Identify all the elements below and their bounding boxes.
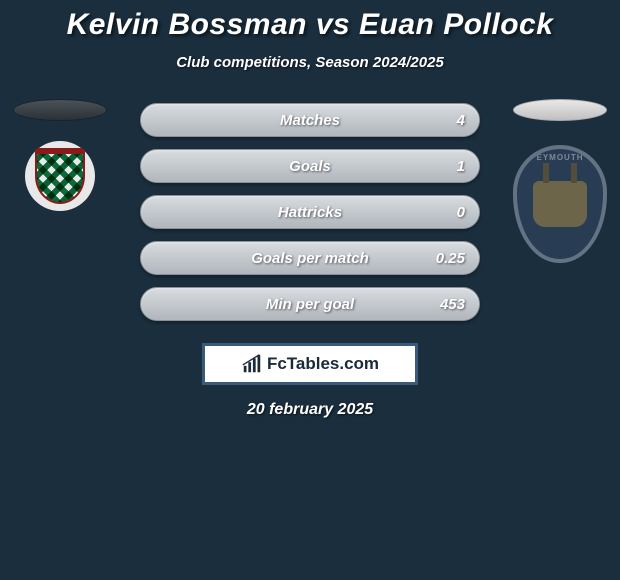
stat-label: Goals per match [251,250,369,267]
right-player-marker [513,99,607,121]
stat-label: Matches [280,112,340,129]
stat-bar-hattricks: Hattricks 0 [140,195,480,229]
stat-value-right: 4 [457,112,465,129]
bar-chart-icon [241,353,263,375]
right-club-crest: EYMOUTH [513,145,607,263]
stat-value-right: 453 [440,296,465,313]
stat-label: Min per goal [266,296,354,313]
stats-column: Matches 4 Goals 1 Hattricks 0 Goals per … [140,99,480,321]
content-row: Matches 4 Goals 1 Hattricks 0 Goals per … [0,99,620,321]
left-player-marker [13,99,107,121]
left-club-crest [25,141,95,211]
left-player-col [10,99,110,211]
stat-bar-min-per-goal: Min per goal 453 [140,287,480,321]
stat-value-right: 1 [457,158,465,175]
stat-bar-goals: Goals 1 [140,149,480,183]
date-text: 20 february 2025 [0,401,620,419]
stat-bar-matches: Matches 4 [140,103,480,137]
brand-text: FcTables.com [267,354,379,374]
crest-checker-shield-icon [35,148,85,204]
crest-shield-ship-icon: EYMOUTH [513,145,607,263]
comparison-title: Kelvin Bossman vs Euan Pollock [0,8,620,42]
right-player-col: EYMOUTH [510,99,610,263]
stat-label: Goals [289,158,331,175]
stat-value-right: 0.25 [436,250,465,267]
subtitle: Club competitions, Season 2024/2025 [0,54,620,71]
brand-badge[interactable]: FcTables.com [202,343,418,385]
stat-label: Hattricks [278,204,342,221]
stat-value-right: 0 [457,204,465,221]
ship-icon [533,181,587,227]
stat-bar-goals-per-match: Goals per match 0.25 [140,241,480,275]
crest-top-text: EYMOUTH [537,153,584,162]
